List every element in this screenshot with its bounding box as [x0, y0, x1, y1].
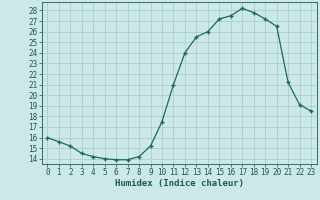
X-axis label: Humidex (Indice chaleur): Humidex (Indice chaleur)	[115, 179, 244, 188]
